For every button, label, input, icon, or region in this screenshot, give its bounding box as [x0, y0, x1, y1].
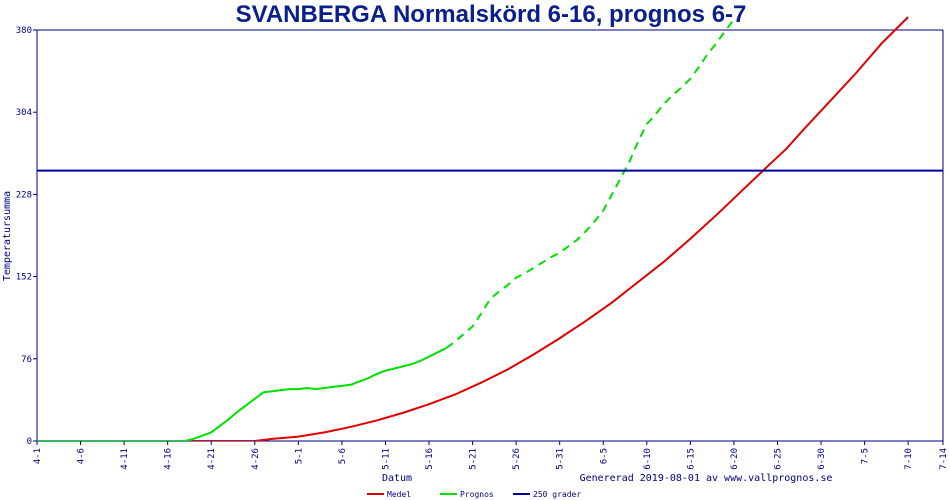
y-tick-label: 76	[21, 355, 32, 365]
x-tick-label: 6-20	[730, 448, 740, 470]
x-tick-label: 7-5	[861, 448, 871, 464]
y-tick-label: 228	[16, 190, 32, 200]
x-tick-label: 5-1	[294, 448, 304, 464]
x-axis-label: Datum	[382, 473, 412, 484]
y-tick-label: 304	[16, 108, 32, 118]
y-tick-label: 152	[16, 273, 32, 283]
y-axis-label: Temperatursumma	[2, 191, 13, 281]
legend-label-medel: Medel	[387, 490, 411, 499]
x-tick-label: 6-15	[686, 448, 696, 470]
x-tick-label: 5-31	[556, 448, 566, 470]
legend-label-prognos: Prognos	[460, 490, 494, 499]
x-tick-label: 4-26	[251, 448, 261, 470]
x-tick-label: 4-16	[164, 448, 174, 470]
x-tick-label: 5-16	[425, 448, 435, 470]
series-line-prognos-dashed	[445, 18, 735, 349]
y-tick-label: 0	[27, 437, 32, 447]
x-tick-label: 4-6	[77, 448, 87, 464]
series-layer	[37, 16, 943, 441]
x-tick-label: 4-1	[33, 448, 43, 464]
x-tick-label: 6-5	[599, 448, 609, 464]
series-line-prognos-solid	[37, 347, 447, 441]
x-tick-label: 5-26	[512, 448, 522, 470]
x-tick-label: 7-10	[904, 448, 914, 470]
footer-text: Genererad 2019-08-01 av www.vallprognos.…	[580, 473, 833, 484]
series-line-medel	[37, 16, 909, 441]
x-ticks: 4-1 4-6 4-11 4-16 4-21 4-26 5-1 5-6 5-11 5-16 5-21…	[33, 441, 949, 470]
x-tick-label: 6-10	[643, 448, 653, 470]
chart-title: SVANBERGA Normalskörd 6-16, prognos 6-7	[236, 1, 747, 28]
x-tick-label: 4-11	[120, 448, 130, 470]
y-tick-label: 380	[16, 26, 32, 36]
x-tick-label: 7-14	[939, 448, 949, 470]
x-tick-label: 5-11	[381, 448, 391, 470]
x-tick-label: 4-21	[207, 448, 217, 470]
legend: Medel Prognos 250 grader	[367, 490, 581, 499]
y-ticks: 0 76 152 228 304 380	[16, 26, 37, 447]
x-tick-label: 6-25	[773, 448, 783, 470]
x-tick-label: 6-30	[817, 448, 827, 470]
x-tick-label: 5-6	[338, 448, 348, 464]
x-tick-label: 5-21	[469, 448, 479, 470]
legend-label-250-grader: 250 grader	[533, 490, 581, 499]
